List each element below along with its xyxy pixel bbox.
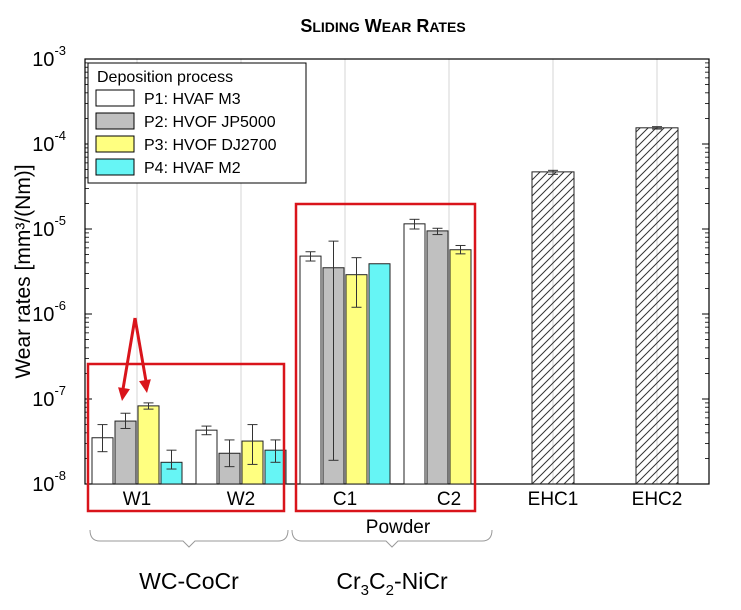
legend-entry: P4: HVAF M2 bbox=[144, 160, 241, 177]
x-tick-label: EHC2 bbox=[632, 489, 683, 510]
y-tick-label: 10-5 bbox=[32, 213, 66, 241]
y-tick-label: 10-3 bbox=[32, 43, 66, 71]
legend-entry: P2: HVOF JP5000 bbox=[144, 114, 276, 131]
legend-title: Deposition process bbox=[97, 69, 233, 86]
legend-swatch bbox=[95, 89, 135, 107]
arrow-head bbox=[118, 387, 130, 401]
bar bbox=[299, 255, 322, 485]
group-label-wc-cocr: WC-CoCr bbox=[139, 568, 239, 594]
bar bbox=[449, 249, 472, 485]
x-tick-label: W1 bbox=[123, 489, 152, 510]
bar bbox=[114, 420, 137, 485]
legend-entry: P3: HVOF DJ2700 bbox=[144, 137, 277, 154]
x-tick-label: W2 bbox=[227, 489, 256, 510]
highlight-arrow bbox=[133, 317, 149, 388]
bar bbox=[195, 429, 218, 485]
x-tick-label: C2 bbox=[437, 489, 461, 510]
group-label-cr3c2-nicr: Cr3C2-NiCr bbox=[336, 568, 448, 599]
y-axis-label: Wear rates [mm³/(Nm)] bbox=[12, 164, 35, 378]
bar bbox=[137, 405, 160, 485]
highlight-box bbox=[294, 202, 477, 513]
legend-swatch bbox=[95, 112, 135, 130]
legend-swatch bbox=[95, 135, 135, 153]
group-bracket-cr bbox=[291, 529, 493, 548]
bar bbox=[635, 127, 679, 485]
highlight-box bbox=[86, 362, 286, 513]
bar bbox=[368, 263, 391, 485]
highlight-arrow bbox=[120, 317, 137, 396]
x-tick-label: C1 bbox=[333, 489, 357, 510]
legend-swatch bbox=[95, 158, 135, 176]
y-tick-label: 10-4 bbox=[32, 128, 66, 156]
x-tick-label: EHC1 bbox=[528, 489, 579, 510]
plot-frame bbox=[84, 58, 710, 485]
group-bracket-wc bbox=[89, 529, 289, 548]
bar bbox=[531, 171, 575, 485]
bar bbox=[426, 230, 449, 485]
y-tick-label: 10-8 bbox=[32, 468, 66, 496]
y-tick-label: 10-6 bbox=[32, 298, 66, 326]
powder-label: Powder bbox=[366, 517, 431, 538]
y-tick-label: 10-7 bbox=[32, 383, 66, 411]
bar bbox=[403, 223, 426, 485]
arrow-head bbox=[139, 379, 151, 393]
legend-entry: P1: HVAF M3 bbox=[144, 91, 241, 108]
chart-title: SLIDING WEAR RATES bbox=[300, 16, 465, 36]
